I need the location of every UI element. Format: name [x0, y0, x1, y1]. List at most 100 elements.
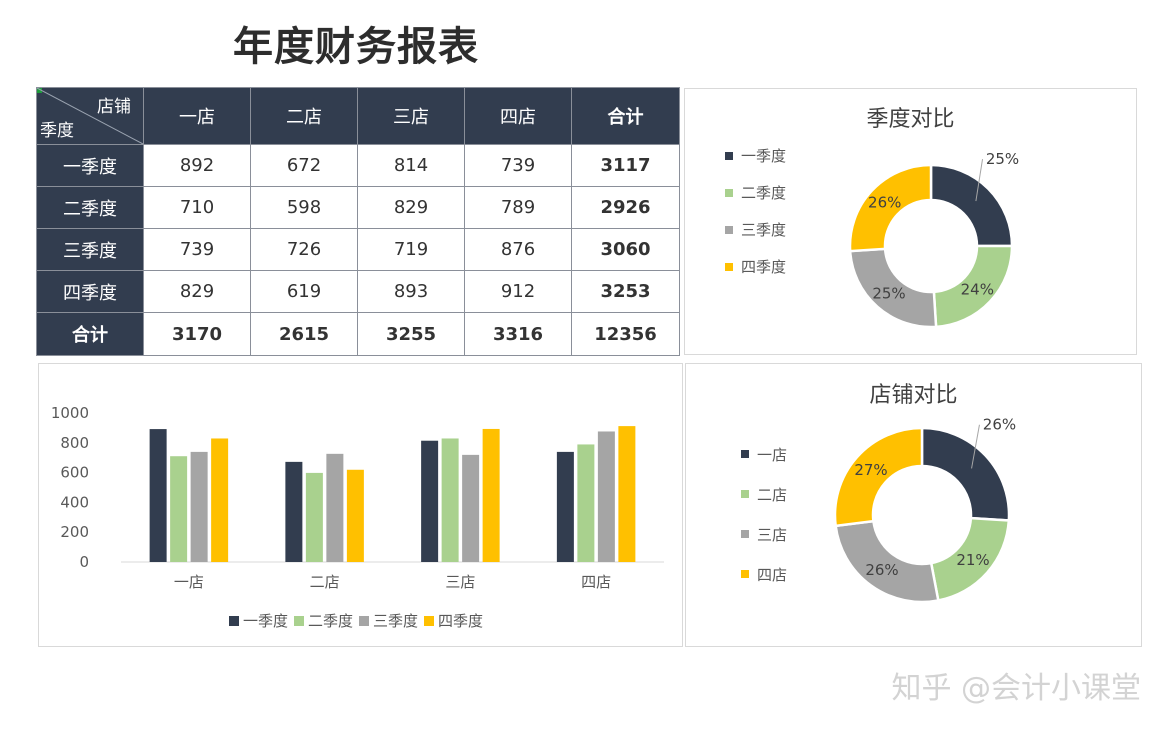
legend-label: 四季度: [741, 258, 787, 276]
legend-item: 四季度: [424, 610, 483, 631]
y-tick-label: 200: [60, 523, 89, 541]
legend-swatch: [229, 615, 239, 626]
data-label: 24%: [961, 280, 994, 298]
legend-label: 二季度: [308, 612, 354, 630]
legend-label: 三季度: [373, 612, 419, 630]
donut-slice[interactable]: [929, 163, 1014, 248]
data-label: 26%: [865, 561, 898, 579]
column-header[interactable]: 一店: [143, 87, 251, 145]
legend-item: 三季度: [725, 211, 786, 248]
row-total-cell[interactable]: 3060: [571, 228, 680, 271]
y-tick-label: 1000: [51, 404, 89, 422]
bar[interactable]: [346, 469, 364, 562]
financial-report-table: 店铺 季度 一店 二店 三店 四店 合计 一季度 892 672 814 739…: [36, 87, 680, 356]
table-cell[interactable]: 789: [464, 186, 572, 229]
cell-selection-mark: [37, 88, 42, 93]
legend-label: 三店: [757, 525, 788, 544]
bar[interactable]: [211, 438, 229, 562]
corner-diagonal-line: [37, 88, 143, 144]
legend-item: 一季度: [229, 610, 288, 631]
table-cell[interactable]: 814: [357, 144, 465, 187]
bar[interactable]: [441, 438, 459, 562]
x-tick-label: 三店: [445, 573, 475, 591]
table-corner-cell[interactable]: 店铺 季度: [36, 87, 144, 145]
column-total-cell[interactable]: 3170: [143, 312, 251, 356]
bar[interactable]: [597, 431, 615, 562]
page-title: 年度财务报表: [233, 24, 479, 70]
store-comparison-chart[interactable]: 店铺对比 一店 二店 三店 四店 26% 21% 26% 27%: [685, 363, 1142, 647]
row-header[interactable]: 三季度: [36, 228, 144, 271]
row-total-cell[interactable]: 2926: [571, 186, 680, 229]
bar-chart-svg: 1000 800 600 400 200 0 一店 二店 三店 四店: [51, 404, 664, 591]
bar[interactable]: [326, 453, 344, 562]
table-cell[interactable]: 829: [357, 186, 465, 229]
bar[interactable]: [190, 451, 208, 562]
table-cell[interactable]: 876: [464, 228, 572, 271]
table-cell[interactable]: 893: [357, 270, 465, 313]
legend-swatch: [741, 570, 749, 578]
legend-swatch: [741, 490, 749, 498]
chart-legend: 一季度 二季度 三季度 四季度: [725, 137, 786, 285]
y-tick-label: 0: [79, 553, 89, 571]
bar[interactable]: [482, 428, 500, 562]
legend-swatch: [725, 151, 733, 160]
watermark-text: 知乎 @会计小课堂: [891, 671, 1141, 706]
row-header-total[interactable]: 合计: [36, 312, 144, 356]
row-header[interactable]: 一季度: [36, 144, 144, 187]
column-header[interactable]: 二店: [250, 87, 358, 145]
donut-slice[interactable]: [833, 426, 924, 528]
chart-legend: 一季度 二季度 三季度 四季度: [229, 610, 489, 631]
legend-item: 一店: [741, 434, 787, 474]
table-cell[interactable]: 739: [143, 228, 251, 271]
bar[interactable]: [421, 440, 439, 562]
table-cell[interactable]: 739: [464, 144, 572, 187]
table-cell[interactable]: 619: [250, 270, 358, 313]
x-tick-label: 一店: [174, 573, 204, 591]
y-tick-label: 600: [60, 464, 89, 482]
table-row: 四季度 829 619 893 912 3253: [36, 270, 680, 313]
store-quarter-bar-chart[interactable]: 1000 800 600 400 200 0 一店 二店 三店 四店 一季度 二季度 三季度 四季…: [38, 363, 683, 647]
bar[interactable]: [618, 426, 636, 562]
row-header[interactable]: 二季度: [36, 186, 144, 229]
row-total-cell[interactable]: 3117: [571, 144, 680, 187]
column-total-cell[interactable]: 2615: [250, 312, 358, 356]
table-cell[interactable]: 710: [143, 186, 251, 229]
table-cell[interactable]: 829: [143, 270, 251, 313]
column-header[interactable]: 四店: [464, 87, 572, 145]
y-tick-label: 800: [60, 434, 89, 452]
legend-swatch: [725, 262, 733, 271]
store-donut-svg: 26% 21% 26% 27%: [833, 416, 1016, 604]
table-cell[interactable]: 892: [143, 144, 251, 187]
donut-slice[interactable]: [920, 426, 1011, 522]
legend-swatch: [424, 615, 435, 626]
legend-swatch: [741, 450, 749, 458]
bar[interactable]: [462, 454, 480, 562]
donut-slice[interactable]: [834, 519, 940, 604]
bar[interactable]: [577, 444, 595, 562]
donut-slice[interactable]: [848, 163, 933, 253]
table-cell[interactable]: 726: [250, 228, 358, 271]
row-total-cell[interactable]: 3253: [571, 270, 680, 313]
bar[interactable]: [149, 429, 167, 562]
table-cell[interactable]: 912: [464, 270, 572, 313]
column-total-cell[interactable]: 3255: [357, 312, 465, 356]
row-header[interactable]: 四季度: [36, 270, 144, 313]
column-total-cell[interactable]: 3316: [464, 312, 572, 356]
bar[interactable]: [170, 456, 188, 562]
table-cell[interactable]: 672: [250, 144, 358, 187]
bar[interactable]: [305, 472, 323, 562]
data-label: 25%: [872, 285, 905, 303]
bar[interactable]: [556, 451, 574, 562]
legend-item: 三店: [741, 514, 787, 554]
corner-quarter-label: 季度: [40, 121, 74, 141]
bar[interactable]: [285, 461, 303, 562]
column-header[interactable]: 三店: [357, 87, 465, 145]
quarter-comparison-chart[interactable]: 季度对比 一季度 二季度 三季度 四季度 25% 24% 25% 26%: [684, 88, 1137, 355]
column-header-total[interactable]: 合计: [571, 87, 680, 145]
legend-label: 一季度: [243, 612, 289, 630]
legend-swatch: [725, 188, 733, 197]
legend-swatch: [294, 615, 305, 626]
table-cell[interactable]: 719: [357, 228, 465, 271]
table-cell[interactable]: 598: [250, 186, 358, 229]
grand-total-cell[interactable]: 12356: [571, 312, 680, 356]
